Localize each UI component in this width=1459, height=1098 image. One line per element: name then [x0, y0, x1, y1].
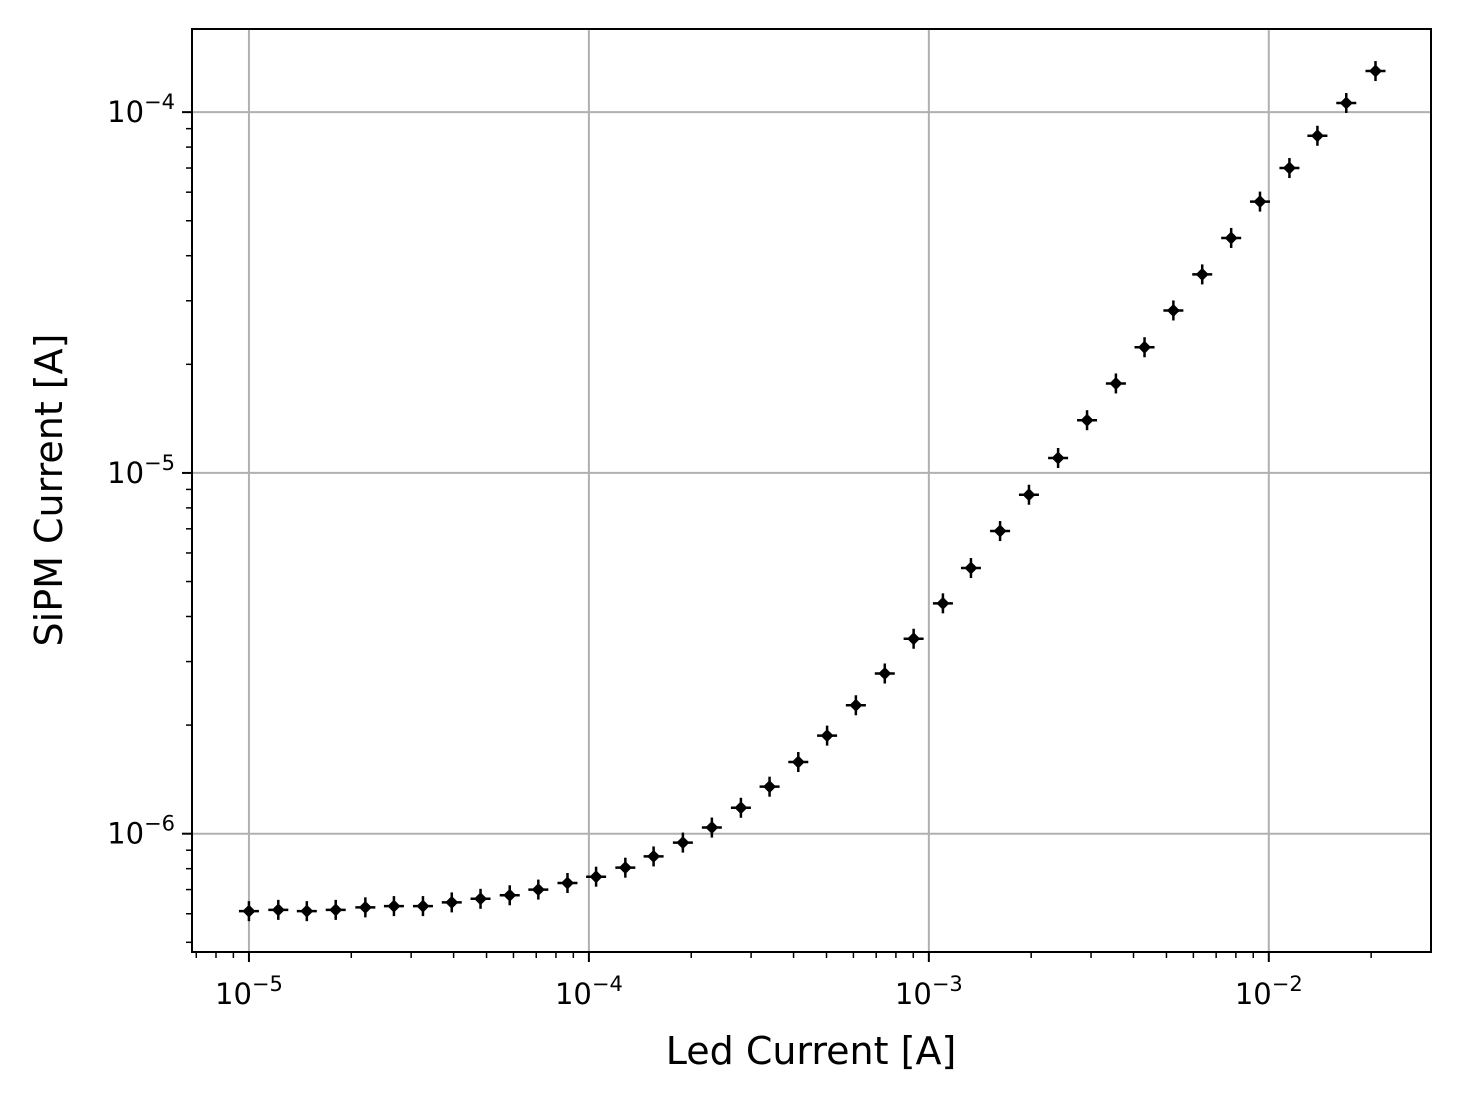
- y-tick-labels: 10−610−510−4: [107, 90, 175, 851]
- data-point: [903, 628, 924, 649]
- data-point: [383, 896, 404, 917]
- data-point: [1018, 484, 1039, 505]
- point-marker: [1253, 195, 1267, 209]
- data-point: [874, 663, 895, 684]
- point-marker: [445, 895, 459, 909]
- data-point: [643, 846, 664, 867]
- data-point: [441, 892, 462, 913]
- data-point: [672, 832, 693, 853]
- data-point: [1279, 158, 1300, 179]
- point-marker: [1282, 161, 1296, 175]
- point-marker: [1195, 267, 1209, 281]
- point-marker: [705, 821, 719, 835]
- point-marker: [242, 904, 256, 918]
- data-point: [557, 873, 578, 894]
- point-marker: [358, 900, 372, 914]
- point-marker: [1166, 303, 1180, 317]
- data-point: [1365, 61, 1386, 82]
- data-point: [817, 725, 838, 746]
- data-points: [238, 61, 1386, 922]
- point-marker: [300, 904, 314, 918]
- point-marker: [820, 729, 834, 743]
- x-tick-labels: 10−5 10−4 10−3 10−2: [215, 972, 1303, 1011]
- data-point: [1163, 300, 1184, 321]
- data-point: [990, 521, 1011, 542]
- point-marker: [1138, 340, 1152, 354]
- point-marker: [907, 632, 921, 646]
- point-marker: [1339, 96, 1353, 110]
- plot-area-background: [192, 29, 1431, 952]
- point-marker: [271, 903, 285, 917]
- data-point: [528, 879, 549, 900]
- point-marker: [560, 876, 574, 890]
- point-marker: [474, 892, 488, 906]
- data-point: [615, 857, 636, 878]
- data-point: [1336, 93, 1357, 114]
- point-marker: [387, 899, 401, 913]
- data-point: [1221, 227, 1242, 248]
- data-point: [730, 797, 751, 818]
- data-point: [1105, 373, 1126, 394]
- point-marker: [618, 861, 632, 875]
- point-marker: [878, 666, 892, 680]
- point-marker: [964, 561, 978, 575]
- point-marker: [503, 888, 517, 902]
- plot-frame: [191, 28, 1432, 953]
- point-marker: [849, 698, 863, 712]
- point-marker: [416, 899, 430, 913]
- point-marker: [1051, 451, 1065, 465]
- point-marker: [1080, 413, 1094, 427]
- point-marker: [647, 849, 661, 863]
- data-point: [1077, 410, 1098, 431]
- point-marker: [1022, 488, 1036, 502]
- point-marker: [676, 836, 690, 850]
- data-point: [325, 899, 346, 920]
- grid-lines: [192, 29, 1431, 952]
- point-marker: [1310, 129, 1324, 143]
- point-marker: [1109, 376, 1123, 390]
- data-point: [586, 866, 607, 887]
- data-point: [701, 817, 722, 838]
- x-axis-label: Led Current [A]: [666, 1029, 957, 1073]
- data-point: [268, 899, 289, 920]
- major-ticks: [182, 111, 1270, 962]
- data-point: [470, 888, 491, 909]
- x-tick-label: 10−4: [555, 972, 623, 1011]
- data-point: [1249, 191, 1270, 212]
- point-marker: [993, 524, 1007, 538]
- point-marker: [531, 883, 545, 897]
- point-marker: [1369, 64, 1383, 78]
- data-point: [932, 593, 953, 614]
- point-marker: [329, 903, 343, 917]
- y-axis-label: SiPM Current [A]: [27, 334, 71, 647]
- point-marker: [1224, 231, 1238, 245]
- data-point: [788, 752, 809, 773]
- data-point: [845, 695, 866, 716]
- point-marker: [763, 780, 777, 794]
- data-point: [960, 558, 981, 579]
- data-point: [238, 901, 259, 922]
- point-marker: [589, 870, 603, 884]
- data-point: [759, 776, 780, 797]
- data-point: [1307, 125, 1328, 146]
- data-point: [355, 897, 376, 918]
- data-point: [412, 896, 433, 917]
- data-point: [1048, 447, 1069, 468]
- point-marker: [936, 596, 950, 610]
- data-point: [1192, 264, 1213, 285]
- data-point: [1134, 337, 1155, 358]
- data-point: [296, 901, 317, 922]
- point-marker: [734, 801, 748, 815]
- data-point: [499, 885, 520, 906]
- point-marker: [791, 755, 805, 769]
